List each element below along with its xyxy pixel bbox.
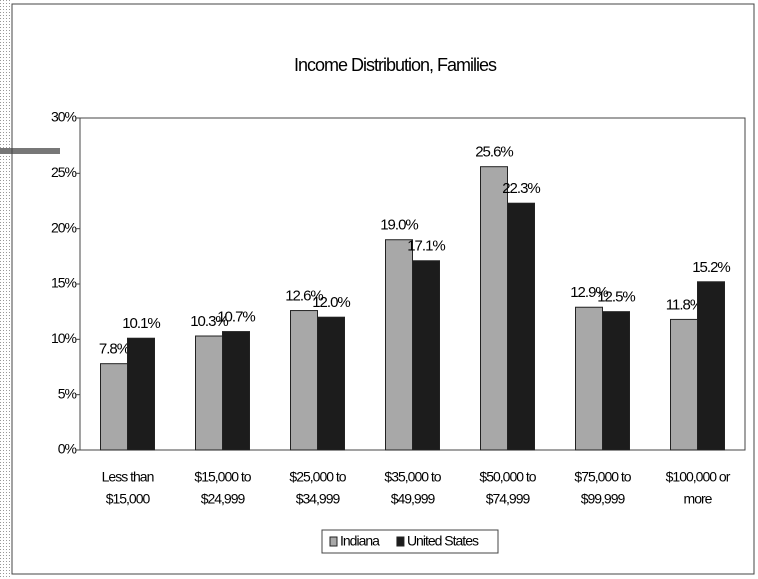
value-label: 10.3% [190, 313, 228, 330]
x-tick-label: $50,000 to [479, 469, 536, 485]
chart-title: Income Distribution, Families [294, 55, 497, 75]
x-tick-label: $75,000 to [574, 469, 631, 485]
y-tick-label: 30% [51, 109, 77, 125]
legend-swatch [329, 536, 338, 547]
x-tick-label: $49,999 [391, 491, 436, 507]
x-tick-label: $24,999 [201, 491, 246, 507]
value-label: 17.1% [407, 238, 445, 255]
bar [317, 316, 345, 451]
chart-border [11, 3, 755, 575]
edge-mark [0, 148, 60, 154]
value-label: 12.5% [597, 289, 635, 306]
legend [321, 529, 499, 554]
x-tick-label: $34,999 [296, 491, 341, 507]
margin-strip [0, 0, 12, 579]
bar [480, 166, 508, 451]
x-tick-label: $100,000 or [666, 469, 731, 485]
x-tick-label: $15,000 to [194, 469, 251, 485]
value-label: 25.6% [475, 144, 513, 161]
x-tick-label: $15,000 [106, 491, 151, 507]
bar [385, 239, 413, 451]
value-label: 12.9% [570, 284, 608, 301]
x-tick-label: $25,000 to [289, 469, 346, 485]
y-tick-label: 0% [58, 441, 77, 457]
x-tick-label: $74,999 [486, 491, 531, 507]
bar [100, 363, 128, 451]
y-tick-label: 25% [51, 164, 77, 180]
value-label: 11.8% [666, 296, 703, 313]
bar [412, 260, 440, 451]
y-tick-label: 20% [51, 219, 77, 235]
value-label: 19.0% [380, 217, 418, 234]
bar [222, 331, 250, 451]
value-label: 12.6% [285, 288, 323, 305]
bar [290, 310, 318, 451]
x-tick-label: $35,000 to [384, 469, 441, 485]
bar [670, 318, 698, 451]
value-label: 15.2% [692, 259, 730, 276]
y-tick-label: 10% [51, 330, 77, 346]
bar [602, 311, 630, 451]
legend-label: Indiana [340, 533, 380, 549]
x-tick-label: Less than [102, 469, 154, 485]
bar [507, 202, 535, 451]
value-label: 10.7% [217, 309, 255, 326]
x-tick-label: $99,999 [581, 491, 626, 507]
value-label: 10.1% [122, 315, 160, 332]
value-label: 12.0% [312, 294, 350, 311]
x-tick-label: more [684, 491, 713, 507]
bar [127, 337, 155, 451]
value-label: 7.8% [99, 341, 130, 358]
y-tick-label: 15% [51, 275, 77, 291]
bar [697, 281, 725, 451]
bar [195, 335, 223, 451]
y-tick-label: 5% [58, 385, 77, 401]
value-label: 22.3% [502, 180, 540, 197]
legend-swatch [396, 536, 405, 547]
bar [575, 306, 603, 451]
legend-label: United States [407, 533, 479, 549]
